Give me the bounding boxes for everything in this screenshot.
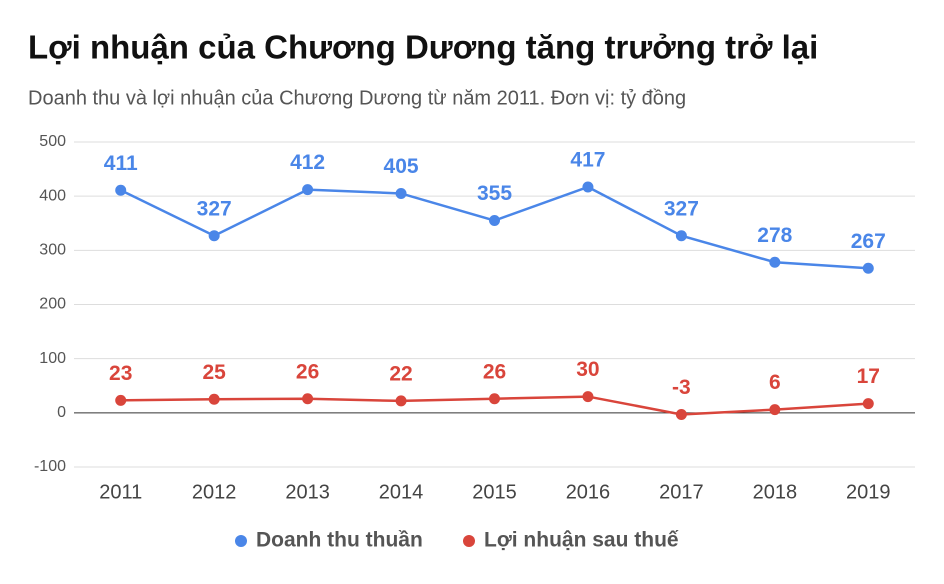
data-point — [582, 181, 594, 193]
data-point — [115, 394, 127, 406]
y-tick-label: 100 — [39, 350, 66, 367]
data-label: 25 — [202, 361, 226, 384]
x-tick-label: 2016 — [566, 481, 611, 503]
y-tick-label: 500 — [39, 133, 66, 150]
legend-label: Doanh thu thuần — [256, 529, 423, 552]
y-tick-label: 200 — [39, 296, 66, 313]
data-label: 355 — [477, 182, 512, 205]
data-point — [302, 393, 314, 405]
data-point — [769, 404, 781, 416]
data-label: 22 — [389, 362, 412, 385]
legend-marker — [235, 535, 247, 547]
x-tick-label: 2013 — [285, 481, 330, 503]
data-point — [769, 256, 781, 268]
data-label: 6 — [769, 371, 781, 394]
data-label: 267 — [851, 230, 886, 253]
data-label: -3 — [672, 376, 691, 399]
data-point — [675, 230, 687, 242]
x-tick-label: 2011 — [99, 481, 142, 503]
data-point — [489, 393, 500, 405]
data-point — [208, 393, 220, 405]
legend-marker — [463, 535, 475, 547]
y-tick-label: 0 — [57, 404, 66, 421]
data-point — [395, 395, 407, 407]
data-label: 26 — [296, 360, 319, 383]
chart-title: Lợi nhuận của Chương Dương tăng trưởng t… — [28, 29, 818, 66]
data-label: 26 — [483, 360, 506, 383]
data-point — [675, 408, 687, 420]
legend-label: Lợi nhuận sau thuế — [484, 529, 679, 552]
y-tick-label: -100 — [34, 458, 66, 475]
chart-subtitle: Doanh thu và lợi nhuận của Chương Dương … — [28, 87, 686, 109]
data-label: 30 — [576, 358, 599, 381]
data-label: 412 — [290, 151, 325, 174]
data-point — [582, 391, 594, 403]
x-tick-label: 2012 — [192, 481, 237, 503]
data-point — [862, 398, 874, 410]
legend: Doanh thu thuần Lợi nhuận sau thuế — [235, 529, 679, 552]
data-point — [208, 230, 220, 242]
data-label: 23 — [109, 362, 132, 385]
data-label: 327 — [664, 197, 699, 220]
x-tick-label: 2015 — [472, 481, 517, 503]
data-label: 327 — [197, 197, 232, 220]
data-point — [302, 184, 314, 196]
x-tick-label: 2018 — [753, 481, 798, 503]
x-tick-label: 2017 — [659, 481, 704, 503]
data-point — [489, 215, 500, 227]
data-label: 17 — [857, 365, 880, 388]
data-label: 417 — [570, 149, 605, 172]
data-label: 278 — [757, 224, 792, 247]
data-label: 411 — [104, 152, 138, 175]
data-point — [115, 184, 127, 196]
y-tick-label: 400 — [39, 187, 66, 204]
x-tick-label: 2019 — [846, 481, 891, 503]
data-label: 405 — [384, 155, 419, 178]
y-tick-label: 300 — [39, 242, 66, 259]
x-tick-label: 2014 — [379, 481, 424, 503]
data-point — [862, 262, 874, 274]
data-point — [395, 187, 407, 199]
